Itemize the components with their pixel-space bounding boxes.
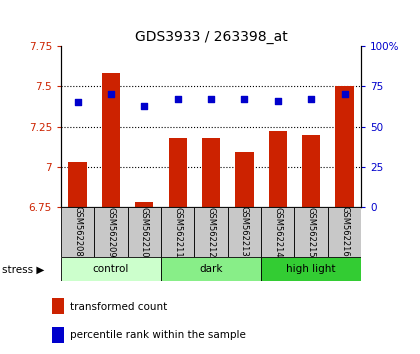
Bar — [128, 207, 161, 257]
Bar — [328, 207, 361, 257]
Text: GSM562208: GSM562208 — [73, 206, 82, 257]
Text: GSM562212: GSM562212 — [207, 206, 215, 257]
Text: percentile rank within the sample: percentile rank within the sample — [70, 330, 246, 340]
Point — [74, 99, 81, 105]
Bar — [161, 207, 194, 257]
Text: GSM562213: GSM562213 — [240, 206, 249, 257]
Bar — [335, 86, 354, 207]
Bar — [302, 135, 320, 207]
Bar — [52, 327, 64, 343]
Bar — [135, 202, 153, 207]
Bar — [102, 73, 120, 207]
Bar — [228, 207, 261, 257]
Text: GSM562210: GSM562210 — [140, 206, 149, 257]
Text: GSM562211: GSM562211 — [173, 206, 182, 257]
Text: GSM562216: GSM562216 — [340, 206, 349, 257]
Bar — [261, 257, 361, 281]
Point — [108, 92, 114, 97]
Bar — [168, 138, 187, 207]
Text: dark: dark — [200, 264, 223, 274]
Point — [241, 96, 248, 102]
Bar — [294, 207, 328, 257]
Bar — [194, 207, 228, 257]
Text: transformed count: transformed count — [70, 302, 168, 312]
Bar — [68, 162, 87, 207]
Text: GSM562209: GSM562209 — [106, 206, 116, 257]
Title: GDS3933 / 263398_at: GDS3933 / 263398_at — [135, 30, 287, 44]
Bar — [61, 207, 94, 257]
Point — [141, 103, 148, 108]
Bar — [235, 152, 254, 207]
Text: GSM562214: GSM562214 — [273, 206, 282, 257]
Bar — [161, 257, 261, 281]
Point — [274, 98, 281, 104]
Text: high light: high light — [286, 264, 336, 274]
Text: stress ▶: stress ▶ — [2, 264, 45, 274]
Bar — [261, 207, 294, 257]
Bar — [61, 257, 161, 281]
Bar — [202, 138, 220, 207]
Text: control: control — [93, 264, 129, 274]
Bar — [269, 131, 287, 207]
Point — [341, 92, 348, 97]
Bar — [52, 298, 64, 314]
Point — [174, 96, 181, 102]
Point — [308, 96, 315, 102]
Point — [208, 96, 215, 102]
Bar — [94, 207, 128, 257]
Text: GSM562215: GSM562215 — [307, 206, 316, 257]
